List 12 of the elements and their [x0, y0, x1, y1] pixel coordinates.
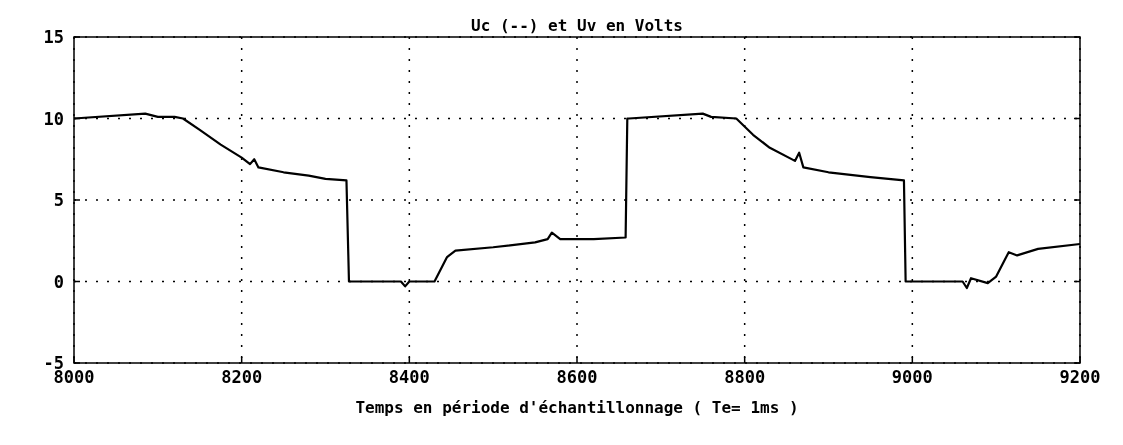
y-tick-label: 5	[53, 190, 64, 210]
x-tick-label: 8600	[556, 367, 598, 387]
x-tick-label: 8800	[724, 367, 766, 387]
y-tick-label: 15	[43, 27, 64, 47]
y-tick-label: 0	[53, 271, 64, 292]
x-tick-label: 8400	[388, 367, 430, 387]
x-tick-label: 8200	[221, 367, 263, 387]
x-axis-title: Temps en période d'échantillonnage ( Te= 1ms )	[355, 398, 799, 417]
x-tick-label: 9000	[891, 367, 933, 387]
chart-title: Uc (--) et Uv en Volts	[471, 16, 683, 35]
x-tick-label: 9200	[1059, 367, 1101, 387]
y-tick-label: 10	[43, 108, 64, 129]
